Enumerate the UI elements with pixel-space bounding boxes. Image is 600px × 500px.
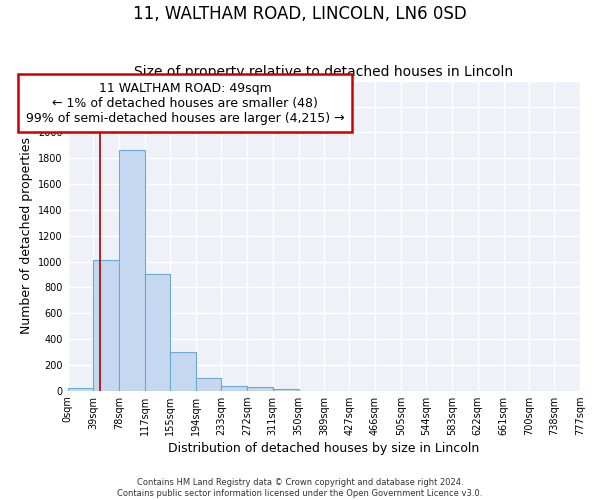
X-axis label: Distribution of detached houses by size in Lincoln: Distribution of detached houses by size … bbox=[168, 442, 479, 455]
Bar bbox=[273, 389, 299, 390]
Text: Contains HM Land Registry data © Crown copyright and database right 2024.
Contai: Contains HM Land Registry data © Crown c… bbox=[118, 478, 482, 498]
Text: 11, WALTHAM ROAD, LINCOLN, LN6 0SD: 11, WALTHAM ROAD, LINCOLN, LN6 0SD bbox=[133, 5, 467, 23]
Bar bbox=[221, 386, 247, 390]
Y-axis label: Number of detached properties: Number of detached properties bbox=[20, 137, 32, 334]
Bar bbox=[145, 274, 170, 390]
Bar bbox=[119, 150, 145, 390]
Text: 11 WALTHAM ROAD: 49sqm
← 1% of detached houses are smaller (48)
99% of semi-deta: 11 WALTHAM ROAD: 49sqm ← 1% of detached … bbox=[26, 82, 344, 125]
Bar bbox=[94, 260, 119, 390]
Bar bbox=[170, 352, 196, 391]
Title: Size of property relative to detached houses in Lincoln: Size of property relative to detached ho… bbox=[134, 66, 514, 80]
Bar bbox=[247, 388, 273, 390]
Bar bbox=[68, 388, 94, 390]
Bar bbox=[196, 378, 221, 390]
